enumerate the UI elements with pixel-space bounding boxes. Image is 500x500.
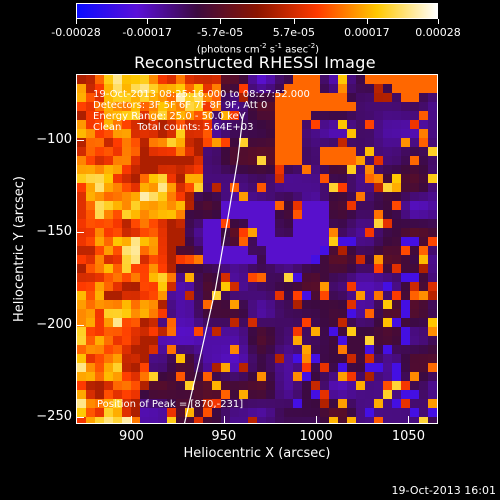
colorbar-tick-label: 0.00017 — [344, 26, 390, 39]
units-part: ) — [315, 44, 320, 56]
units-part: s — [266, 44, 276, 56]
units-sup: -2 — [259, 42, 267, 50]
units-part: asec — [282, 44, 309, 56]
annotation-time-range: 19-Oct-2013 08:25:16.000 to 08:27:52.000 — [93, 89, 310, 100]
units-part: (photons cm — [196, 44, 260, 56]
colorbar-tick-label: 0.00028 — [415, 26, 461, 39]
colorbar-tick-label: -5.7e-05 — [197, 26, 244, 39]
colorbar-tick-label: -0.00017 — [122, 26, 172, 39]
colorbar-units: (photons cm-2 s-1 asec-2) — [0, 40, 500, 56]
y-tick-label: −200 — [36, 316, 72, 332]
chart-title: Reconstructed RHESSI Image — [134, 53, 376, 72]
colorbar — [76, 3, 438, 19]
units-sup: -2 — [308, 42, 316, 50]
colorbar-tick-label: 5.7e-05 — [272, 26, 315, 39]
colorbar-tick-mark — [220, 19, 222, 24]
x-tick-mark — [316, 416, 318, 424]
footer-timestamp: 19-Oct-2013 16:01 — [391, 484, 496, 497]
y-tick-label: −250 — [36, 408, 72, 424]
x-tick-mark — [131, 416, 133, 424]
y-tick-label: −150 — [36, 224, 72, 240]
colorbar-tick-mark — [147, 19, 149, 24]
units-sup: -1 — [275, 42, 282, 50]
x-tick-label: 1000 — [299, 429, 333, 444]
colorbar-tick-mark — [438, 19, 439, 24]
y-tick-mark — [76, 416, 84, 418]
x-tick-mark — [408, 416, 410, 424]
y-tick-label: −100 — [36, 132, 72, 148]
y-tick-mark — [76, 324, 84, 326]
colorbar-tick-mark — [293, 19, 295, 24]
colorbar-tick-mark — [366, 19, 368, 24]
y-tick-mark — [76, 232, 84, 234]
x-tick-label: 950 — [211, 429, 237, 444]
colorbar-tick-label: -0.00028 — [51, 26, 101, 39]
annotation-detectors: Detectors: 3F 5F 6F 7F 8F 9F, Att 0 — [93, 100, 268, 111]
y-axis-label: Heliocentric Y (arcsec) — [11, 176, 27, 322]
x-tick-mark — [223, 416, 225, 424]
x-axis-label: Heliocentric X (arcsec) — [183, 446, 331, 461]
colorbar-tick-mark — [76, 19, 77, 24]
annotation-energy: Energy Range: 25.0 - 50.0 keV — [93, 111, 246, 122]
x-tick-label: 900 — [118, 429, 144, 444]
plot-area: 19-Oct-2013 08:25:16.000 to 08:27:52.000… — [76, 74, 438, 424]
y-tick-mark — [76, 140, 84, 142]
annotation-clean: Clean Total counts: 5.64E+03 — [93, 122, 254, 133]
x-tick-label: 1050 — [391, 429, 425, 444]
heatmap-image — [77, 75, 437, 423]
solar-limb-line — [183, 113, 244, 423]
annotation-peak: Position of Peak = [870,-231] — [97, 399, 244, 410]
